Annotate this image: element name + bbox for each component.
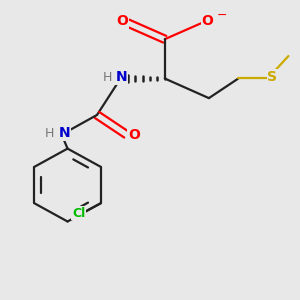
Text: H: H [103, 70, 112, 84]
Text: O: O [116, 14, 128, 28]
Text: N: N [115, 70, 127, 84]
Text: −: − [216, 9, 227, 22]
Text: O: O [202, 14, 213, 28]
Text: S: S [267, 70, 277, 84]
Text: N: N [59, 126, 70, 140]
Text: O: O [128, 128, 140, 142]
Text: Cl: Cl [72, 207, 85, 220]
Text: H: H [45, 127, 55, 140]
